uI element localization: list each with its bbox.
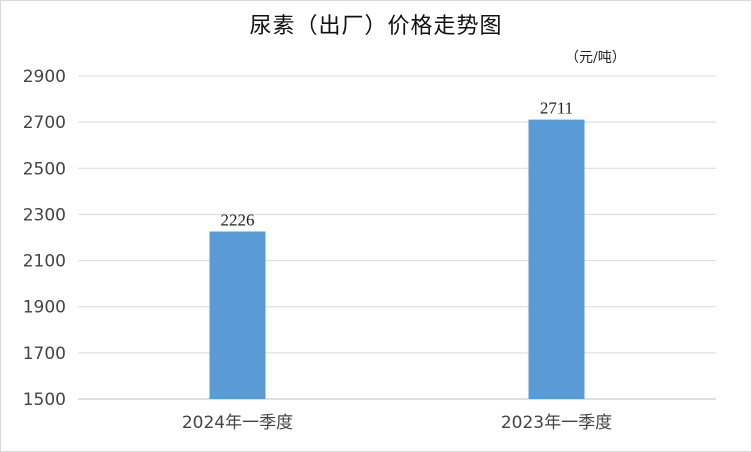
y-tick-label: 2300 bbox=[23, 205, 66, 225]
y-tick-label: 2900 bbox=[23, 67, 66, 87]
unit-label: （元/吨） bbox=[565, 50, 626, 66]
y-tick-label: 1900 bbox=[23, 298, 66, 318]
x-tick-label: 2023年一季度 bbox=[501, 413, 612, 433]
y-tick-label: 1700 bbox=[23, 344, 66, 364]
bar-series: 2226 2711 bbox=[209, 99, 585, 399]
y-tick-label: 1500 bbox=[23, 390, 66, 410]
y-tick-label: 2100 bbox=[23, 252, 66, 272]
bar bbox=[528, 119, 585, 399]
x-axis-ticks: 2024年一季度 2023年一季度 bbox=[182, 413, 612, 433]
y-tick-label: 2700 bbox=[23, 113, 66, 133]
gridlines bbox=[78, 75, 716, 400]
bar bbox=[209, 231, 266, 399]
data-label: 2226 bbox=[221, 211, 255, 230]
y-axis-ticks: 1500 1700 1900 2100 2300 2500 2700 2900 bbox=[23, 67, 66, 410]
y-tick-label: 2500 bbox=[23, 159, 66, 179]
chart-title: 尿素（出厂）价格走势图 bbox=[249, 14, 503, 39]
data-label: 2711 bbox=[540, 99, 573, 118]
x-tick-label: 2024年一季度 bbox=[182, 413, 293, 433]
